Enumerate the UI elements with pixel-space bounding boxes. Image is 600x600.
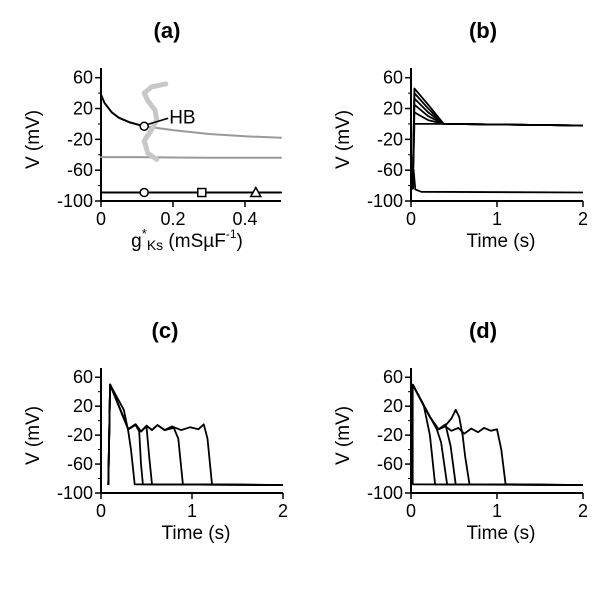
x-tick-label: 1 [492,501,502,521]
y-tick-label: 60 [383,367,403,387]
y-tick-label: -20 [67,129,93,149]
y-axis-label: V (mV) [23,110,44,169]
x-tick-label: 2 [578,209,588,229]
panel-title: (d) [469,318,497,343]
y-tick-label: -100 [57,191,93,211]
y-tick-label: -60 [67,454,93,474]
y-tick-label: -100 [367,191,403,211]
square-marker [197,187,207,198]
x-tick-label: 0.2 [160,209,185,229]
x-axis-label: Time (s) [467,523,536,544]
trace-1 [107,383,284,486]
trace-4 [107,383,284,486]
y-tick-label: -60 [377,160,403,180]
y-axis-label: V (mV) [23,406,44,465]
y-tick-label: 20 [383,396,403,416]
x-axis-label: Time (s) [162,523,231,544]
y-tick-label: -20 [377,129,403,149]
panel-title: (b) [469,18,497,43]
hb-annotation: HB [169,107,195,128]
y-tick-label: 20 [73,99,93,119]
trace-6 [411,384,584,486]
x-label-xlabel-sub: Ks [147,237,163,253]
circle-marker [139,187,149,198]
x-label-xlabel-sup: * [142,226,147,241]
y-tick-label: 60 [73,367,93,387]
triangle-marker [249,185,263,198]
trace-3 [411,97,584,190]
x-tick-label: 1 [187,501,197,521]
x-label-xlabel-units-sup: -1 [226,227,237,241]
trace-1 [410,383,584,486]
x-tick-label: 2 [278,501,288,521]
x-tick-label: 0 [96,209,106,229]
curve-unstable-depolarized [143,125,282,139]
y-axis-label: V (mV) [333,406,354,465]
panel-title: (a) [154,18,181,43]
y-tick-label: -60 [67,160,93,180]
y-tick-label: 60 [73,68,93,88]
x-tick-label: 0.4 [232,209,257,229]
curve-stable-depolarized [100,93,146,128]
trace-3 [107,383,284,486]
y-tick-label: 20 [73,396,93,416]
trace-2 [107,383,284,486]
trace-1 [411,87,584,190]
y-tick-label: 60 [383,68,403,88]
x-axis-label: g*Ks (mSµF-1) [131,226,243,253]
panel-title: (c) [152,318,179,343]
y-axis-label: V (mV) [333,110,354,169]
x-label-xlabel-main: g [131,231,142,252]
curve-periodic-orbit [141,81,169,162]
x-axis-label: Time (s) [467,231,536,252]
x-tick-label: 0 [406,209,416,229]
y-tick-label: -20 [67,425,93,445]
y-tick-label: 20 [383,99,403,119]
y-tick-label: -100 [57,483,93,503]
x-label-xlabel-units-pre: (mSµF [163,231,226,252]
trace-7 [411,169,584,194]
trace-2 [411,92,584,190]
trace-5 [107,383,284,486]
annotation-leader [147,117,169,125]
x-tick-label: 2 [578,501,588,521]
x-tick-label: 0 [406,501,416,521]
y-tick-label: -60 [377,454,403,474]
y-tick-label: -20 [377,425,403,445]
x-tick-label: 1 [492,209,502,229]
x-tick-label: 0 [96,501,106,521]
trace-6 [411,123,584,190]
y-tick-label: -100 [367,483,403,503]
x-label-xlabel-units-post: ) [237,231,243,252]
circle-marker [139,121,149,132]
curve-unstable-middle [100,156,282,159]
